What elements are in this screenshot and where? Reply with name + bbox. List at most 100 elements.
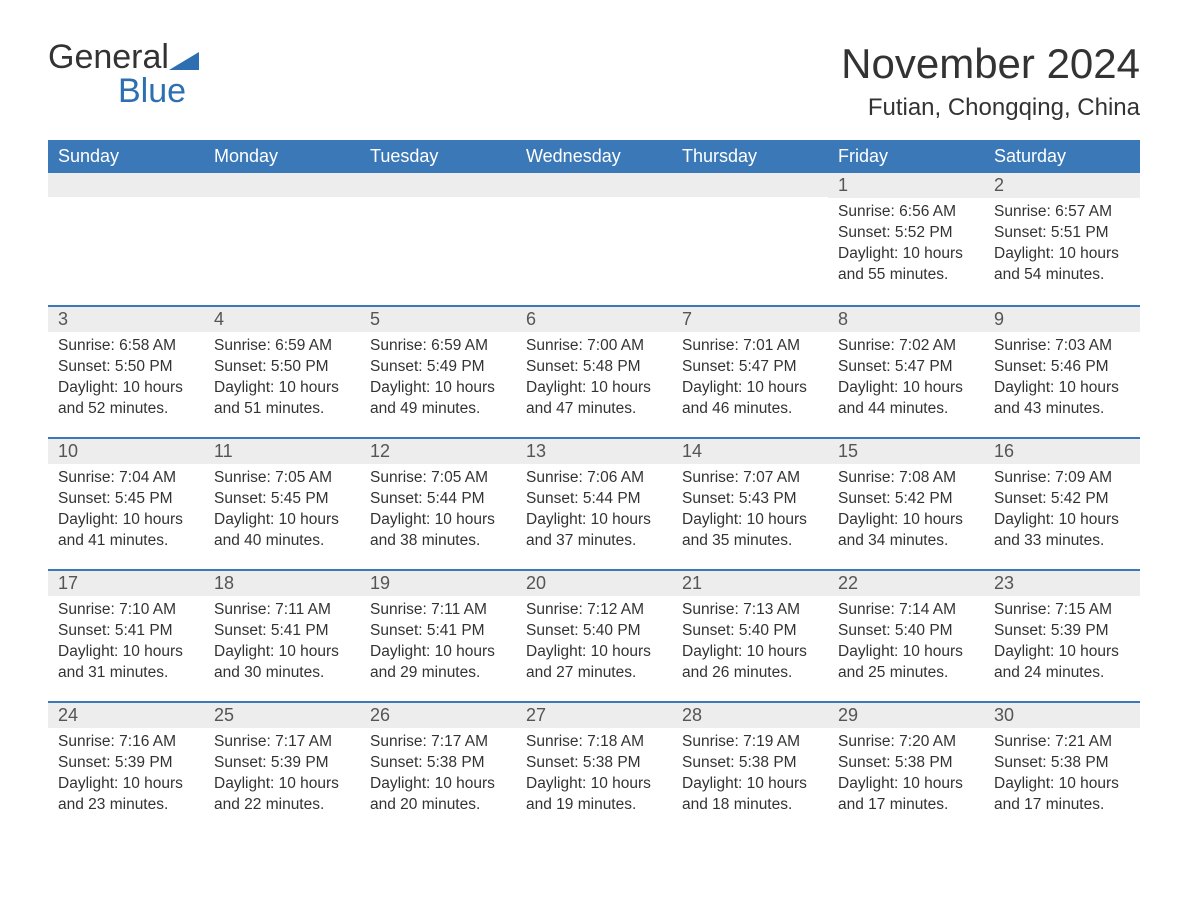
daylight-line: Daylight: 10 hours and 23 minutes. bbox=[58, 774, 194, 816]
weekday-header: Tuesday bbox=[360, 140, 516, 173]
sunrise-line: Sunrise: 7:20 AM bbox=[838, 732, 974, 753]
sunrise-line: Sunrise: 7:16 AM bbox=[58, 732, 194, 753]
weekday-header: Wednesday bbox=[516, 140, 672, 173]
sunrise-line: Sunrise: 7:05 AM bbox=[370, 468, 506, 489]
sunrise-line: Sunrise: 7:04 AM bbox=[58, 468, 194, 489]
sunrise-line: Sunrise: 7:12 AM bbox=[526, 600, 662, 621]
sunset-line: Sunset: 5:47 PM bbox=[682, 357, 818, 378]
day-details: Sunrise: 6:56 AMSunset: 5:52 PMDaylight:… bbox=[828, 198, 984, 294]
sunset-line: Sunset: 5:50 PM bbox=[58, 357, 194, 378]
day-number: 11 bbox=[204, 437, 360, 464]
calendar-week-row: 3Sunrise: 6:58 AMSunset: 5:50 PMDaylight… bbox=[48, 305, 1140, 437]
day-number: 25 bbox=[204, 701, 360, 728]
sunset-line: Sunset: 5:50 PM bbox=[214, 357, 350, 378]
day-details: Sunrise: 7:03 AMSunset: 5:46 PMDaylight:… bbox=[984, 332, 1140, 428]
day-details: Sunrise: 7:06 AMSunset: 5:44 PMDaylight:… bbox=[516, 464, 672, 560]
calendar-day-cell: 7Sunrise: 7:01 AMSunset: 5:47 PMDaylight… bbox=[672, 305, 828, 437]
calendar-day-cell: 18Sunrise: 7:11 AMSunset: 5:41 PMDayligh… bbox=[204, 569, 360, 701]
daylight-line: Daylight: 10 hours and 52 minutes. bbox=[58, 378, 194, 420]
sunrise-line: Sunrise: 7:19 AM bbox=[682, 732, 818, 753]
day-number: 28 bbox=[672, 701, 828, 728]
sunset-line: Sunset: 5:42 PM bbox=[838, 489, 974, 510]
daylight-line: Daylight: 10 hours and 41 minutes. bbox=[58, 510, 194, 552]
sunset-line: Sunset: 5:49 PM bbox=[370, 357, 506, 378]
day-number: 13 bbox=[516, 437, 672, 464]
daylight-line: Daylight: 10 hours and 19 minutes. bbox=[526, 774, 662, 816]
calendar-day-cell: 26Sunrise: 7:17 AMSunset: 5:38 PMDayligh… bbox=[360, 701, 516, 833]
calendar-day-cell: 2Sunrise: 6:57 AMSunset: 5:51 PMDaylight… bbox=[984, 173, 1140, 305]
calendar-day-cell: 14Sunrise: 7:07 AMSunset: 5:43 PMDayligh… bbox=[672, 437, 828, 569]
sunrise-line: Sunrise: 7:10 AM bbox=[58, 600, 194, 621]
calendar-week-row: 1Sunrise: 6:56 AMSunset: 5:52 PMDaylight… bbox=[48, 173, 1140, 305]
day-number: 2 bbox=[984, 173, 1140, 198]
weekday-header: Sunday bbox=[48, 140, 204, 173]
sunset-line: Sunset: 5:38 PM bbox=[994, 753, 1130, 774]
sunrise-line: Sunrise: 7:02 AM bbox=[838, 336, 974, 357]
day-number: 12 bbox=[360, 437, 516, 464]
logo-text: General Blue bbox=[48, 40, 199, 108]
daylight-line: Daylight: 10 hours and 43 minutes. bbox=[994, 378, 1130, 420]
daylight-line: Daylight: 10 hours and 24 minutes. bbox=[994, 642, 1130, 684]
calendar-empty-cell bbox=[672, 173, 828, 305]
day-number: 3 bbox=[48, 305, 204, 332]
logo-word1: General bbox=[48, 38, 169, 76]
daylight-line: Daylight: 10 hours and 18 minutes. bbox=[682, 774, 818, 816]
calendar-empty-cell bbox=[360, 173, 516, 305]
weekday-header: Saturday bbox=[984, 140, 1140, 173]
empty-day-bar bbox=[516, 173, 672, 197]
calendar-day-cell: 22Sunrise: 7:14 AMSunset: 5:40 PMDayligh… bbox=[828, 569, 984, 701]
sunrise-line: Sunrise: 7:07 AM bbox=[682, 468, 818, 489]
sunrise-line: Sunrise: 6:58 AM bbox=[58, 336, 194, 357]
calendar-day-cell: 9Sunrise: 7:03 AMSunset: 5:46 PMDaylight… bbox=[984, 305, 1140, 437]
calendar-day-cell: 21Sunrise: 7:13 AMSunset: 5:40 PMDayligh… bbox=[672, 569, 828, 701]
sunset-line: Sunset: 5:40 PM bbox=[682, 621, 818, 642]
sunrise-line: Sunrise: 7:11 AM bbox=[214, 600, 350, 621]
calendar-empty-cell bbox=[204, 173, 360, 305]
calendar-day-cell: 3 Sunrise: 6:58 AMSunset: 5:50 PMDaylight… bbox=[48, 305, 204, 437]
sunset-line: Sunset: 5:38 PM bbox=[526, 753, 662, 774]
daylight-line: Daylight: 10 hours and 31 minutes. bbox=[58, 642, 194, 684]
calendar-day-cell: 11Sunrise: 7:05 AMSunset: 5:45 PMDayligh… bbox=[204, 437, 360, 569]
calendar-table: SundayMondayTuesdayWednesdayThursdayFrid… bbox=[48, 140, 1140, 833]
sunset-line: Sunset: 5:39 PM bbox=[994, 621, 1130, 642]
daylight-line: Daylight: 10 hours and 17 minutes. bbox=[994, 774, 1130, 816]
calendar-day-cell: 13Sunrise: 7:06 AMSunset: 5:44 PMDayligh… bbox=[516, 437, 672, 569]
sunset-line: Sunset: 5:44 PM bbox=[526, 489, 662, 510]
title-block: November 2024 Futian, Chongqing, China bbox=[841, 40, 1140, 122]
daylight-line: Daylight: 10 hours and 27 minutes. bbox=[526, 642, 662, 684]
calendar-day-cell: 8Sunrise: 7:02 AMSunset: 5:47 PMDaylight… bbox=[828, 305, 984, 437]
sunrise-line: Sunrise: 7:06 AM bbox=[526, 468, 662, 489]
daylight-line: Daylight: 10 hours and 17 minutes. bbox=[838, 774, 974, 816]
day-details: Sunrise: 7:05 AMSunset: 5:44 PMDaylight:… bbox=[360, 464, 516, 560]
daylight-line: Daylight: 10 hours and 37 minutes. bbox=[526, 510, 662, 552]
day-details: Sunrise: 7:17 AMSunset: 5:38 PMDaylight:… bbox=[360, 728, 516, 824]
weekday-header: Monday bbox=[204, 140, 360, 173]
sunset-line: Sunset: 5:41 PM bbox=[214, 621, 350, 642]
sunrise-line: Sunrise: 7:09 AM bbox=[994, 468, 1130, 489]
sunrise-line: Sunrise: 7:01 AM bbox=[682, 336, 818, 357]
month-title: November 2024 bbox=[841, 40, 1140, 88]
day-details: Sunrise: 7:13 AMSunset: 5:40 PMDaylight:… bbox=[672, 596, 828, 692]
sunset-line: Sunset: 5:45 PM bbox=[58, 489, 194, 510]
day-number: 10 bbox=[48, 437, 204, 464]
calendar-week-row: 17Sunrise: 7:10 AMSunset: 5:41 PMDayligh… bbox=[48, 569, 1140, 701]
calendar-day-cell: 19Sunrise: 7:11 AMSunset: 5:41 PMDayligh… bbox=[360, 569, 516, 701]
day-details: Sunrise: 7:21 AMSunset: 5:38 PMDaylight:… bbox=[984, 728, 1140, 824]
sunrise-line: Sunrise: 7:11 AM bbox=[370, 600, 506, 621]
daylight-line: Daylight: 10 hours and 26 minutes. bbox=[682, 642, 818, 684]
day-details: Sunrise: 7:11 AMSunset: 5:41 PMDaylight:… bbox=[204, 596, 360, 692]
empty-day-bar bbox=[360, 173, 516, 197]
sunset-line: Sunset: 5:52 PM bbox=[838, 223, 974, 244]
calendar-day-cell: 4Sunrise: 6:59 AMSunset: 5:50 PMDaylight… bbox=[204, 305, 360, 437]
sunset-line: Sunset: 5:41 PM bbox=[370, 621, 506, 642]
day-number: 4 bbox=[204, 305, 360, 332]
calendar-day-cell: 10 Sunrise: 7:04 AMSunset: 5:45 PMDayligh… bbox=[48, 437, 204, 569]
day-number: 27 bbox=[516, 701, 672, 728]
sunrise-line: Sunrise: 7:18 AM bbox=[526, 732, 662, 753]
calendar-body: 1Sunrise: 6:56 AMSunset: 5:52 PMDaylight… bbox=[48, 173, 1140, 833]
daylight-line: Daylight: 10 hours and 33 minutes. bbox=[994, 510, 1130, 552]
sunrise-line: Sunrise: 7:14 AM bbox=[838, 600, 974, 621]
day-details: Sunrise: 7:00 AMSunset: 5:48 PMDaylight:… bbox=[516, 332, 672, 428]
sunrise-line: Sunrise: 7:15 AM bbox=[994, 600, 1130, 621]
daylight-line: Daylight: 10 hours and 49 minutes. bbox=[370, 378, 506, 420]
